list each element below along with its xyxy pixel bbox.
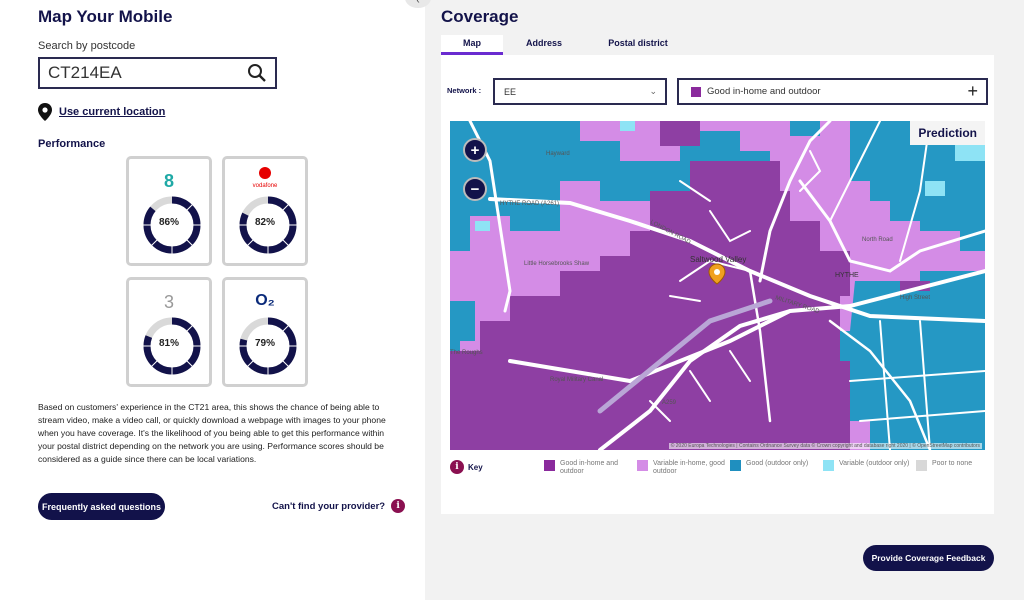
key-swatch bbox=[823, 460, 834, 471]
map-label: North Road bbox=[862, 237, 893, 243]
coverage-card: Network : EE ⌄ Good in-home and outdoor + bbox=[441, 55, 994, 514]
coverage-filter-select[interactable]: Good in-home and outdoor + bbox=[677, 78, 988, 105]
vodafone-logo: vodafone bbox=[225, 167, 305, 189]
coverage-tabs: Map Address Postal district bbox=[441, 35, 691, 55]
right-panel: ‹ Coverage Map Address Postal district N… bbox=[405, 0, 1024, 600]
map-label: Royal Military Canal bbox=[550, 377, 603, 383]
performance-donut bbox=[143, 317, 201, 375]
operator-card-three: 3 81% bbox=[126, 277, 212, 387]
zoom-out-button[interactable]: − bbox=[463, 177, 487, 201]
performance-percent: 79% bbox=[254, 338, 275, 349]
key-swatch bbox=[544, 460, 555, 471]
key-label: Key bbox=[468, 462, 483, 472]
key-item-label: Variable (outdoor only) bbox=[839, 460, 910, 467]
collapse-panel-button[interactable]: ‹ bbox=[405, 0, 431, 8]
key-title[interactable]: i Key bbox=[450, 460, 544, 474]
o2-logo: O₂ bbox=[225, 292, 305, 312]
zoom-in-button[interactable]: + bbox=[463, 138, 487, 162]
cant-find-provider[interactable]: Can't find your provider? i bbox=[272, 499, 406, 513]
tab-address[interactable]: Address bbox=[525, 38, 562, 48]
network-value[interactable]: EE bbox=[504, 87, 517, 97]
map-roads bbox=[468, 121, 985, 450]
operator-card-ee: 8 86% bbox=[126, 156, 212, 266]
key-item: Good (outdoor only) bbox=[730, 460, 823, 476]
tab-postal-district[interactable]: Postal district bbox=[608, 38, 668, 48]
performance-description: Based on customers' experience in the CT… bbox=[38, 402, 386, 464]
performance-donut bbox=[239, 196, 297, 254]
map-label: The Roughs bbox=[450, 350, 483, 356]
performance-label: Performance bbox=[38, 138, 106, 150]
performance-percent: 82% bbox=[254, 217, 275, 228]
tab-map[interactable]: Map bbox=[441, 35, 503, 55]
key-item-label: Variable in-home, good outdoor bbox=[653, 460, 725, 475]
plus-icon[interactable]: + bbox=[967, 81, 978, 101]
search-icon[interactable] bbox=[247, 63, 267, 83]
filter-value[interactable]: Good in-home and outdoor bbox=[707, 86, 821, 97]
cant-find-text[interactable]: Can't find your provider? bbox=[272, 500, 386, 512]
key-swatch bbox=[916, 460, 927, 471]
search-label: Search by postcode bbox=[38, 40, 136, 52]
filter-swatch bbox=[691, 86, 701, 97]
key-item-label: Poor to none bbox=[932, 460, 973, 467]
network-label: Network : bbox=[447, 86, 482, 95]
logo-text: 8 bbox=[163, 171, 174, 191]
three-logo: 3 bbox=[129, 292, 209, 312]
info-icon[interactable]: i bbox=[391, 499, 406, 513]
map-label: HYTHE ROAD (A261) bbox=[500, 201, 559, 207]
key-item: Variable (outdoor only) bbox=[823, 460, 916, 476]
left-panel: Map Your Mobile Search by postcode CT214… bbox=[0, 0, 425, 600]
coverage-darkpurple-areas bbox=[450, 121, 930, 450]
ee-logo: 8 bbox=[129, 171, 209, 191]
key-swatch bbox=[730, 460, 741, 471]
location-pin-icon bbox=[38, 103, 52, 121]
map-canvas[interactable]: Hayward HYTHE ROAD (A261) LONDON ROAD Li… bbox=[450, 121, 985, 450]
map-label: Hayward bbox=[546, 151, 570, 157]
info-icon[interactable]: i bbox=[450, 460, 464, 474]
performance-percent: 86% bbox=[158, 217, 179, 228]
operator-card-o2: O₂ 79% bbox=[222, 277, 308, 387]
provide-feedback-button[interactable]: Provide Coverage Feedback bbox=[863, 545, 994, 571]
coverage-map[interactable]: Hayward HYTHE ROAD (A261) LONDON ROAD Li… bbox=[450, 121, 985, 450]
network-select[interactable]: EE ⌄ bbox=[493, 78, 667, 105]
coverage-lightcyan-areas bbox=[475, 121, 985, 231]
map-key: i Key Good in-home and outdoor Variable in… bbox=[450, 460, 1009, 476]
map-attribution: © 2020 Europa Technologies | Contains Or… bbox=[668, 443, 982, 449]
logo-text: 3 bbox=[163, 292, 174, 312]
page-title: Map Your Mobile bbox=[38, 7, 173, 26]
key-item: Good in-home and outdoor bbox=[544, 460, 637, 476]
coverage-title: Coverage bbox=[441, 7, 519, 26]
faq-button[interactable]: Frequently asked questions bbox=[38, 493, 165, 520]
postcode-value[interactable]: CT214EA bbox=[48, 63, 122, 82]
map-label: High Street bbox=[900, 295, 930, 301]
operator-card-vodafone: vodafone 82% bbox=[222, 156, 308, 266]
map-label: HYTHE bbox=[835, 272, 859, 279]
map-label: A259 bbox=[662, 400, 677, 406]
key-item-label: Good in-home and outdoor bbox=[560, 460, 618, 475]
logo-text: vodafone bbox=[252, 183, 278, 189]
key-swatch bbox=[637, 460, 648, 471]
performance-donut bbox=[239, 317, 297, 375]
performance-percent: 81% bbox=[158, 338, 179, 349]
use-location-text[interactable]: Use current location bbox=[59, 106, 166, 118]
postcode-search-input[interactable]: CT214EA bbox=[38, 57, 277, 89]
chevron-down-icon[interactable]: ⌄ bbox=[649, 86, 657, 96]
map-label: Saltwood Valley bbox=[690, 255, 746, 264]
map-label: Little Horsebrooks Shaw bbox=[524, 261, 590, 267]
location-marker-icon bbox=[708, 263, 726, 285]
use-current-location-link[interactable]: Use current location bbox=[38, 103, 165, 121]
key-item: Variable in-home, good outdoor bbox=[637, 460, 730, 476]
key-item: Poor to none bbox=[916, 460, 1009, 476]
performance-donut bbox=[143, 196, 201, 254]
logo-text: O₂ bbox=[255, 292, 275, 309]
prediction-label: Prediction bbox=[910, 121, 985, 145]
key-item-label: Good (outdoor only) bbox=[746, 460, 809, 467]
